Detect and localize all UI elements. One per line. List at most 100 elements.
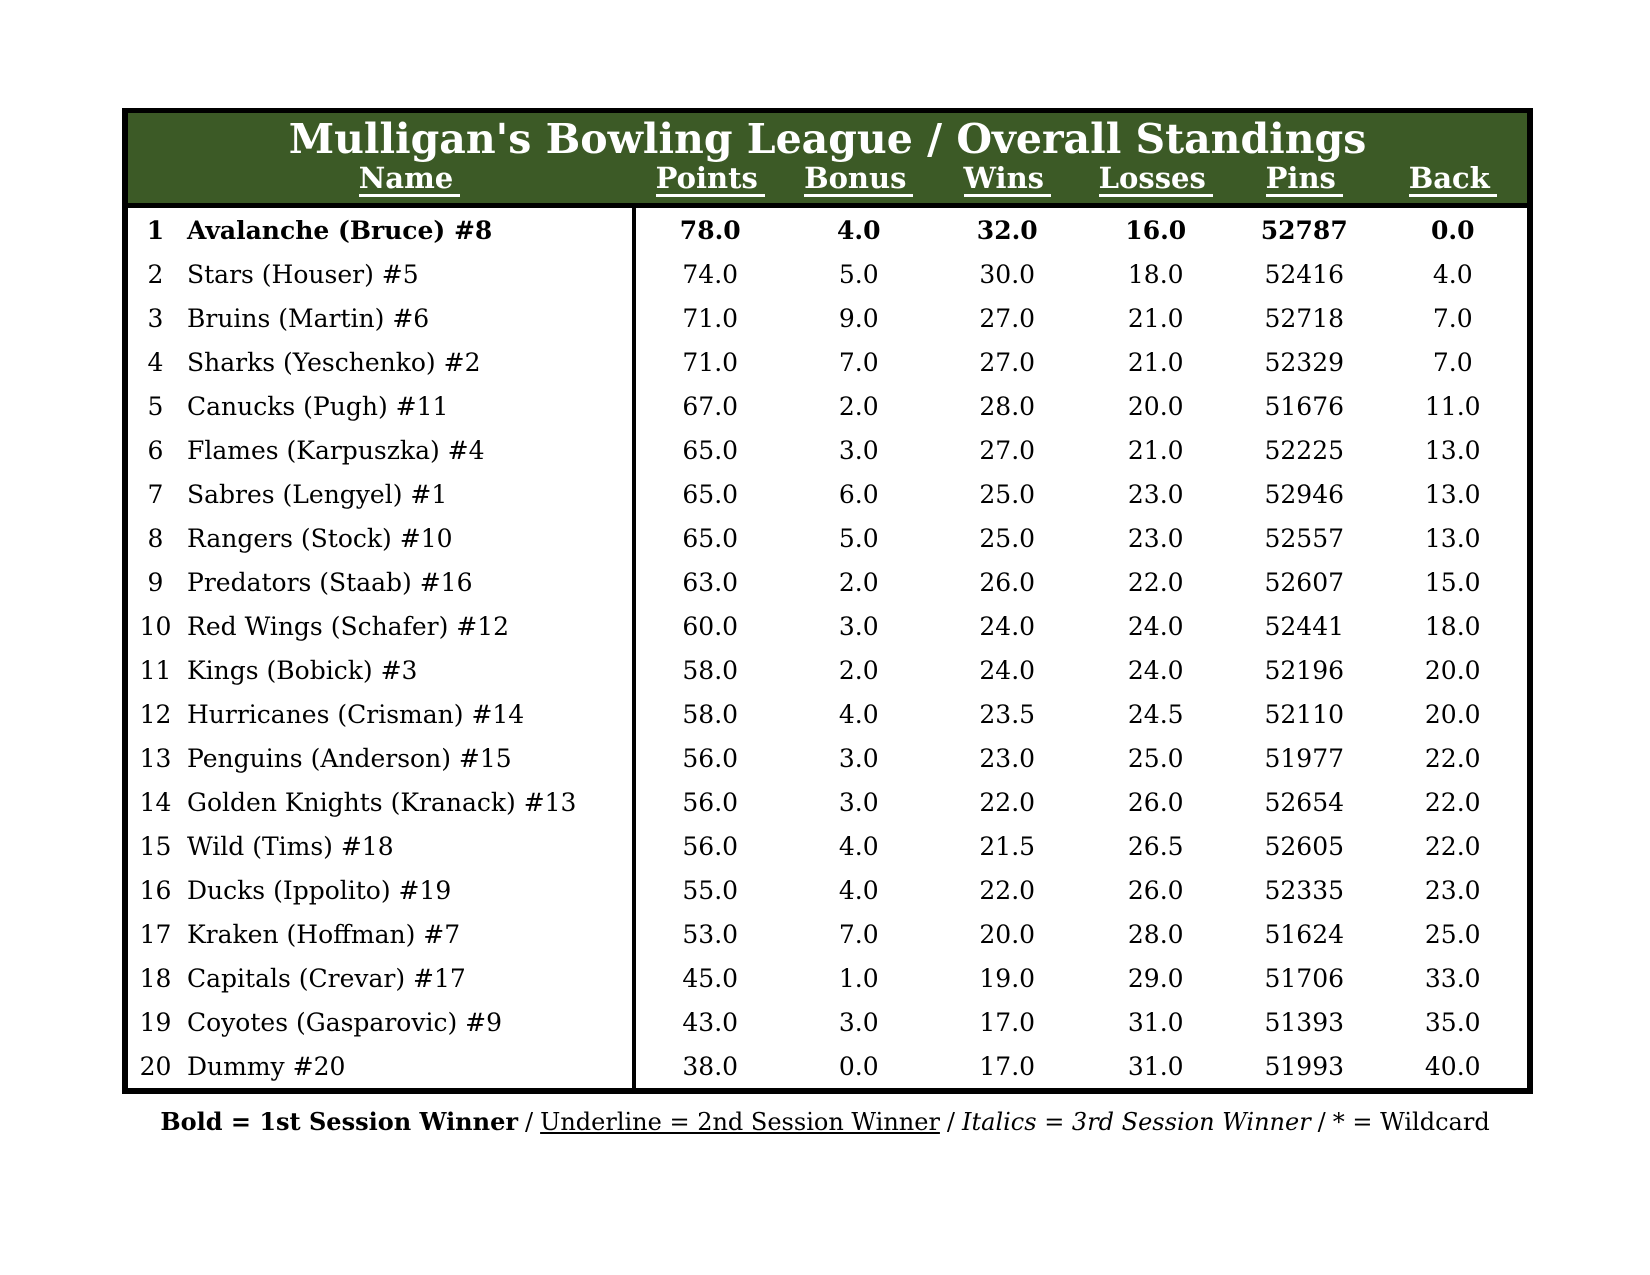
table-row: 5 Canucks (Pugh) #11 67.0 2.0 28.0 20.0 51676 1… xyxy=(128,384,1527,428)
table-row: 17 Kraken (Hoffman) #7 53.0 7.0 20.0 28.0 5162… xyxy=(128,912,1527,956)
row-rank: 3 xyxy=(147,303,164,333)
legend-separator: / xyxy=(946,1108,956,1136)
row-rank: 16 xyxy=(139,875,172,905)
row-pins: 52225 xyxy=(1264,435,1345,465)
column-header-row: Name Points Bonus Wins Losses Pins Back xyxy=(128,163,1527,197)
row-team-name: Hurricanes (Crisman) #14 xyxy=(183,692,636,736)
row-bonus: 5.0 xyxy=(838,259,879,289)
table-header: Mulligan's Bowling League / Overall Stan… xyxy=(128,113,1527,208)
row-points: 45.0 xyxy=(682,963,739,993)
row-wins: 22.0 xyxy=(979,875,1036,905)
column-header-bonus: Bonus xyxy=(804,163,914,197)
row-bonus: 3.0 xyxy=(838,743,879,773)
row-wins: 22.0 xyxy=(979,787,1036,817)
row-rank: 9 xyxy=(147,567,164,597)
row-losses: 16.0 xyxy=(1125,215,1187,245)
row-losses: 21.0 xyxy=(1127,347,1184,377)
row-team-name: Penguins (Anderson) #15 xyxy=(183,736,636,780)
row-losses: 18.0 xyxy=(1127,259,1184,289)
row-back: 13.0 xyxy=(1424,435,1481,465)
row-team-name: Canucks (Pugh) #11 xyxy=(183,384,636,428)
row-pins: 52335 xyxy=(1264,875,1345,905)
row-bonus: 4.0 xyxy=(838,699,879,729)
row-pins: 52607 xyxy=(1264,567,1345,597)
row-back: 18.0 xyxy=(1424,611,1481,641)
row-losses: 22.0 xyxy=(1127,567,1184,597)
row-rank: 2 xyxy=(147,259,164,289)
row-pins: 52329 xyxy=(1264,347,1345,377)
table-row: 4 Sharks (Yeschenko) #2 71.0 7.0 27.0 21.0 523… xyxy=(128,340,1527,384)
row-back: 35.0 xyxy=(1424,1007,1481,1037)
row-losses: 26.0 xyxy=(1127,875,1184,905)
row-pins: 52196 xyxy=(1264,655,1345,685)
row-losses: 25.0 xyxy=(1127,743,1184,773)
column-header-wins: Wins xyxy=(963,163,1051,197)
table-row: 8 Rangers (Stock) #10 65.0 5.0 25.0 23.0 52557… xyxy=(128,516,1527,560)
row-pins: 51706 xyxy=(1264,963,1345,993)
table-row: 16 Ducks (Ippolito) #19 55.0 4.0 22.0 26.0 523… xyxy=(128,868,1527,912)
row-team-name: Ducks (Ippolito) #19 xyxy=(183,868,636,912)
row-pins: 51977 xyxy=(1264,743,1345,773)
row-losses: 23.0 xyxy=(1127,523,1184,553)
row-bonus: 3.0 xyxy=(838,1007,879,1037)
row-points: 53.0 xyxy=(682,919,739,949)
table-row: 9 Predators (Staab) #16 63.0 2.0 26.0 22.0 526… xyxy=(128,560,1527,604)
row-back: 22.0 xyxy=(1424,831,1481,861)
row-back: 33.0 xyxy=(1424,963,1481,993)
row-pins: 52654 xyxy=(1264,787,1345,817)
row-pins: 52946 xyxy=(1264,479,1345,509)
row-team-name: Stars (Houser) #5 xyxy=(183,252,636,296)
row-wins: 19.0 xyxy=(979,963,1036,993)
row-team-name: Sabres (Lengyel) #1 xyxy=(183,472,636,516)
row-wins: 28.0 xyxy=(979,391,1036,421)
row-bonus: 7.0 xyxy=(838,347,879,377)
row-rank: 12 xyxy=(139,699,172,729)
row-back: 25.0 xyxy=(1424,919,1481,949)
row-team-name: Flames (Karpuszka) #4 xyxy=(183,428,636,472)
row-back: 22.0 xyxy=(1424,743,1481,773)
row-points: 71.0 xyxy=(682,303,739,333)
legend-separator: / xyxy=(525,1108,534,1136)
row-points: 56.0 xyxy=(682,831,739,861)
row-points: 65.0 xyxy=(682,435,739,465)
row-rank: 14 xyxy=(139,787,172,817)
row-team-name: Bruins (Martin) #6 xyxy=(183,296,636,340)
table-row: 11 Kings (Bobick) #3 58.0 2.0 24.0 24.0 52196 2… xyxy=(128,648,1527,692)
row-wins: 27.0 xyxy=(979,303,1036,333)
row-back: 15.0 xyxy=(1424,567,1481,597)
row-rank: 19 xyxy=(139,1007,172,1037)
row-points: 38.0 xyxy=(682,1051,739,1081)
row-team-name: Coyotes (Gasparovic) #9 xyxy=(183,1000,636,1044)
row-wins: 24.0 xyxy=(979,611,1036,641)
row-back: 0.0 xyxy=(1431,215,1475,245)
row-pins: 52441 xyxy=(1264,611,1345,641)
row-wins: 23.5 xyxy=(979,699,1036,729)
row-team-name: Kraken (Hoffman) #7 xyxy=(183,912,636,956)
row-rank: 4 xyxy=(147,347,164,377)
row-rank: 17 xyxy=(139,919,172,949)
row-losses: 26.5 xyxy=(1127,831,1184,861)
table-row: 12 Hurricanes (Crisman) #14 58.0 4.0 23.5 24.… xyxy=(128,692,1527,736)
row-points: 58.0 xyxy=(682,699,739,729)
row-bonus: 2.0 xyxy=(838,391,879,421)
row-wins: 30.0 xyxy=(979,259,1036,289)
column-header-name: Name xyxy=(358,163,461,197)
row-team-name: Avalanche (Bruce) #8 xyxy=(183,208,636,252)
row-points: 63.0 xyxy=(682,567,739,597)
row-bonus: 4.0 xyxy=(838,831,879,861)
row-points: 67.0 xyxy=(682,391,739,421)
row-wins: 24.0 xyxy=(979,655,1036,685)
row-points: 71.0 xyxy=(682,347,739,377)
legend-bold: Bold = 1st Session Winner xyxy=(160,1107,518,1136)
table-row: 15 Wild (Tims) #18 56.0 4.0 21.5 26.5 52605 22.… xyxy=(128,824,1527,868)
table-row: 14 Golden Knights (Kranack) #13 56.0 3.0 22.… xyxy=(128,780,1527,824)
row-wins: 27.0 xyxy=(979,435,1036,465)
legend-italic: Italics = 3rd Session Winner xyxy=(962,1108,1311,1136)
row-wins: 23.0 xyxy=(979,743,1036,773)
table-row: 10 Red Wings (Schafer) #12 60.0 3.0 24.0 24.0… xyxy=(128,604,1527,648)
row-rank: 1 xyxy=(146,215,165,245)
row-rank: 20 xyxy=(139,1051,172,1081)
row-wins: 25.0 xyxy=(979,479,1036,509)
row-pins: 51676 xyxy=(1264,391,1345,421)
row-losses: 31.0 xyxy=(1127,1007,1184,1037)
